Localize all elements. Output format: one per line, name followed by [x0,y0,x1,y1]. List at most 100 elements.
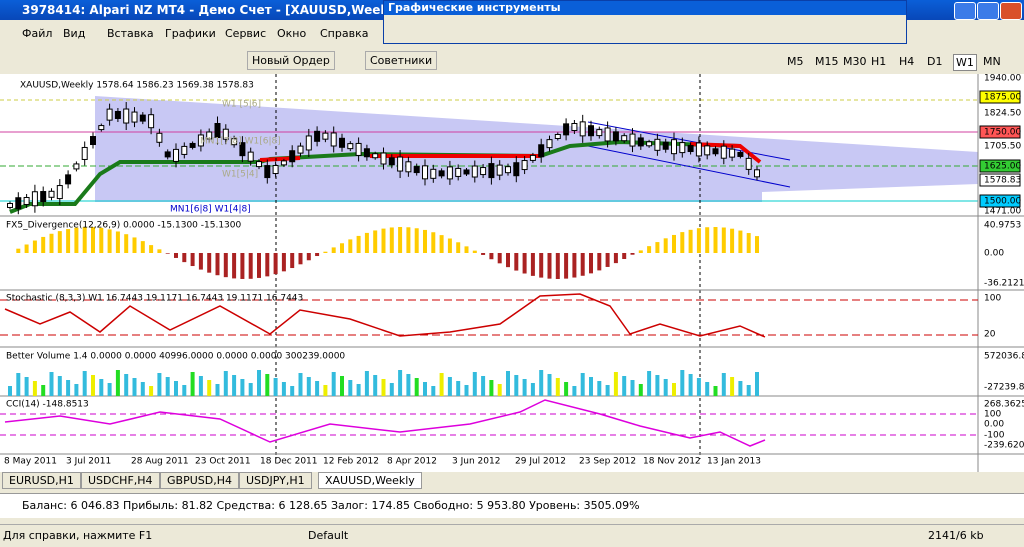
histogram-bar [705,227,710,253]
volume-bar [696,378,701,396]
level-label: W1[5|4] [222,170,258,180]
indicator-axis-label: 20 [984,330,996,340]
histogram-bar [174,253,178,258]
candle-body [687,145,694,153]
histogram-bar [605,253,610,267]
histogram-bar [539,253,544,278]
timeframe-button[interactable]: H1 [871,55,887,68]
candle-body [56,185,63,200]
menu-item[interactable]: Окно [277,27,307,40]
volume-bar [547,374,552,396]
histogram-bar [389,227,394,253]
chart-tab[interactable]: USDCHF,H4 [81,472,160,489]
candle-body [662,141,669,150]
chart-tab[interactable]: EURUSD,H1 [2,472,81,489]
menu-item[interactable]: Вставка [107,27,154,40]
candle-body [131,111,138,123]
toolbar-title: Графические инструменты [388,1,561,14]
indicator-axis-label: 100 [984,410,1001,420]
candle-body [173,148,179,162]
histogram-bar [198,253,203,270]
price-box [979,125,1021,139]
histogram-bar [530,253,535,276]
histogram-bar [281,253,286,272]
candle-body [40,191,47,203]
candle-body [488,163,495,179]
histogram-bar [555,253,560,279]
histogram-bar [755,236,759,253]
volume-bar [74,384,79,396]
histogram-bar [655,242,660,253]
timeframe-button[interactable]: M15 [815,55,839,68]
candle-body [264,165,271,179]
volume-bar [423,382,427,396]
histogram-bar [721,227,726,253]
new-order-button[interactable]: Новый Ордер [247,51,335,70]
candle-body [422,165,428,180]
volume-bar [8,386,12,396]
histogram-bar [41,236,46,253]
menu-item[interactable]: Сервис [225,27,267,40]
close-button[interactable] [1000,2,1022,20]
volume-bar [315,381,320,396]
menu-item[interactable]: Вид [63,27,86,40]
timeframe-button[interactable]: H4 [899,55,915,68]
volume-bar [57,376,62,396]
candle-body [280,160,287,166]
volume-bar [688,374,693,396]
candle-body [330,132,337,147]
volume-bar [555,378,560,396]
candle-body [197,134,204,147]
timeframe-button[interactable]: W1 [953,54,977,71]
candle-body [65,174,72,185]
volume-bar [663,379,668,396]
candle-body [720,145,727,159]
timeframe-button[interactable]: M5 [787,55,804,68]
minimize-button[interactable] [954,2,976,20]
histogram-bar [157,249,162,253]
candle-body [712,148,719,155]
candle-body [347,143,354,150]
price-box [979,173,1021,187]
timeframe-button[interactable]: MN [983,55,1001,68]
chart-tab[interactable]: GBPUSD,H4 [160,472,239,489]
histogram-bar [439,235,444,253]
experts-button[interactable]: Советники [365,51,438,70]
menu-item[interactable]: Справка [320,27,369,40]
histogram-bar [323,251,328,253]
histogram-bar [688,229,693,253]
timeframe-button[interactable]: D1 [927,55,943,68]
candle-body [189,142,196,148]
candle-body [737,151,744,157]
price-label: 1875.00 [984,93,1021,103]
histogram-bar [16,248,21,253]
maximize-button[interactable] [977,2,999,20]
volume-bar [248,383,253,396]
candle-body [646,141,653,147]
indicator-axis-label: -36.2121 [984,279,1024,289]
histogram-bar [406,227,411,253]
candle-body [231,138,238,146]
chart-tab[interactable]: XAUUSD,Weekly [318,472,422,489]
candle-body [596,129,603,137]
histogram-bar [182,253,187,263]
histogram-bar [240,253,245,279]
candle-body [388,157,395,166]
timeframe-button[interactable]: M30 [843,55,867,68]
volume-bar [257,370,261,396]
chart-tab[interactable]: USDJPY,H1 [239,472,312,489]
histogram-bar [622,253,627,260]
candle-body [505,166,511,174]
menu-item[interactable]: Графики [165,27,216,40]
histogram-bar [746,233,751,253]
candle-body [695,142,702,157]
volume-bar [157,373,162,396]
date-label: 18 Dec 2011 [260,457,318,467]
volume-bar [265,374,270,396]
price-label: 1500.00 [984,197,1021,207]
volume-bar [613,372,618,396]
candle-body [397,156,404,172]
menu-item[interactable]: Файл [22,27,53,40]
volume-bar [49,372,54,396]
candle-body [81,146,88,160]
